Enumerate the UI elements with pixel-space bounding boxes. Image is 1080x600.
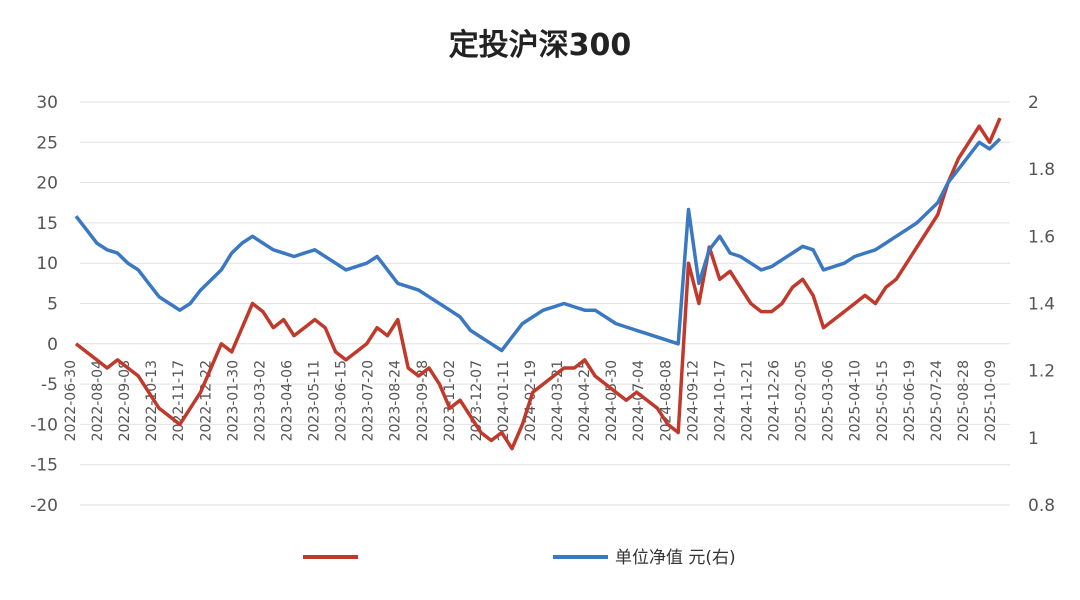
x-tick-label: 2023-04-06 bbox=[279, 360, 295, 441]
x-tick-label: 2023-07-20 bbox=[361, 360, 377, 441]
x-tick-label: 2023-08-24 bbox=[388, 360, 404, 441]
chart-title: 定投沪深300 bbox=[449, 28, 632, 63]
x-tick-label: 2025-03-06 bbox=[821, 360, 837, 441]
right-tick-label: 1.8 bbox=[1028, 160, 1055, 180]
left-tick-label: 10 bbox=[36, 254, 58, 274]
x-tick-label: 2023-06-15 bbox=[334, 360, 350, 441]
left-axis: 30 25 20 15 10 5 0 -5 -10 -15 -20 bbox=[30, 93, 58, 516]
left-tick-label: 5 bbox=[47, 295, 58, 315]
x-tick-label: 2024-05-30 bbox=[604, 360, 620, 441]
left-tick-label: 20 bbox=[36, 174, 58, 194]
x-tick-label: 2023-01-30 bbox=[225, 360, 241, 441]
legend-label-series-2: 单位净值 元(右) bbox=[615, 548, 736, 568]
x-tick-label: 2023-05-11 bbox=[307, 360, 323, 441]
x-tick-label: 2023-11-02 bbox=[442, 360, 458, 441]
x-tick-label: 2025-04-10 bbox=[848, 360, 864, 441]
x-tick-label: 2024-01-11 bbox=[496, 360, 512, 441]
left-tick-label: 30 bbox=[36, 93, 58, 113]
x-tick-label: 2025-05-15 bbox=[875, 360, 891, 441]
x-tick-label: 2024-04-25 bbox=[577, 360, 593, 441]
x-tick-label: 2024-08-08 bbox=[658, 360, 674, 441]
x-tick-label: 2022-08-04 bbox=[90, 360, 106, 441]
right-axis: 2 1.8 1.6 1.4 1.2 1 0.8 bbox=[1028, 93, 1055, 516]
x-tick-label: 2024-11-21 bbox=[739, 360, 755, 441]
right-tick-label: 0.8 bbox=[1028, 496, 1055, 516]
right-tick-label: 1 bbox=[1028, 429, 1039, 449]
left-tick-label: 15 bbox=[36, 214, 58, 234]
left-tick-label: -20 bbox=[30, 496, 58, 516]
x-tick-label: 2024-10-17 bbox=[712, 360, 728, 441]
x-tick-label: 2024-03-21 bbox=[550, 360, 566, 441]
right-tick-label: 1.2 bbox=[1028, 362, 1055, 382]
left-tick-label: -15 bbox=[30, 456, 58, 476]
x-tick-label: 2022-09-08 bbox=[117, 360, 133, 441]
right-tick-label: 1.4 bbox=[1028, 295, 1055, 315]
x-tick-label: 2025-06-19 bbox=[902, 360, 918, 441]
left-tick-label: 0 bbox=[47, 335, 58, 355]
series-line-1 bbox=[74, 117, 1002, 451]
x-tick-label: 2025-02-05 bbox=[794, 360, 810, 441]
x-tick-label: 2025-10-09 bbox=[983, 360, 999, 441]
x-tick-label: 2022-11-17 bbox=[171, 360, 187, 441]
x-tick-label: 2025-07-24 bbox=[929, 360, 945, 441]
left-tick-label: -5 bbox=[41, 375, 58, 395]
legend: 单位净值 元(右) bbox=[303, 548, 736, 568]
x-tick-label: 2024-12-26 bbox=[767, 360, 783, 441]
x-tick-label: 2025-08-28 bbox=[956, 360, 972, 441]
grid-lines bbox=[80, 101, 1010, 506]
left-tick-label: 25 bbox=[36, 133, 58, 153]
x-tick-label: 2023-03-02 bbox=[252, 360, 268, 441]
x-tick-label: 2022-06-30 bbox=[63, 360, 79, 441]
right-tick-label: 1.6 bbox=[1028, 227, 1055, 247]
left-tick-label: -10 bbox=[30, 415, 58, 435]
x-tick-label: 2024-09-12 bbox=[685, 360, 701, 441]
x-tick-label: 2023-09-28 bbox=[415, 360, 431, 441]
series-line-2 bbox=[74, 137, 1002, 353]
right-tick-label: 2 bbox=[1028, 93, 1039, 113]
series-layer bbox=[74, 117, 1002, 451]
x-tick-label: 2024-07-04 bbox=[631, 360, 647, 441]
x-tick-label: 2022-12-22 bbox=[198, 360, 214, 441]
